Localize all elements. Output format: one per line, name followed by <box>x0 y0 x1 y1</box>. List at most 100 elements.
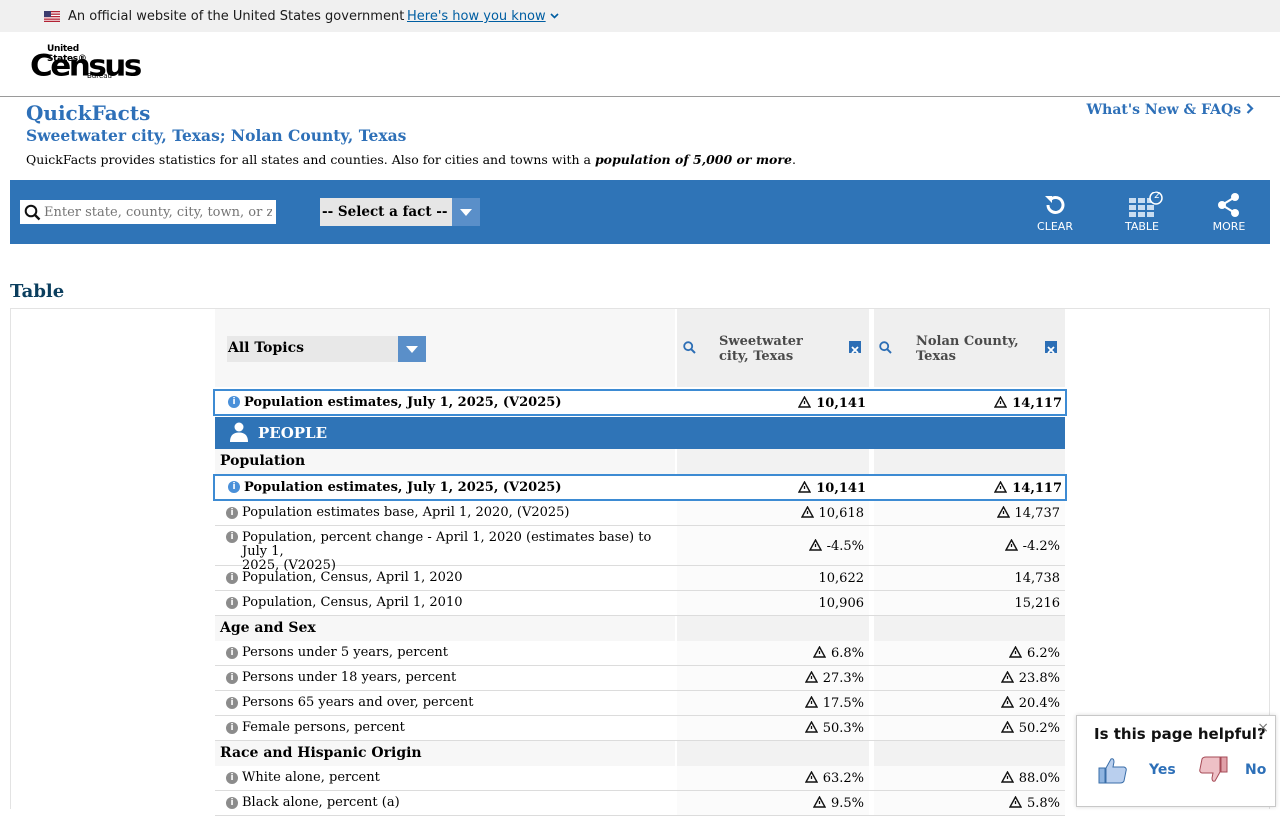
info-icon[interactable]: i <box>226 507 238 519</box>
table-grid-icon <box>1129 192 1163 217</box>
row-value-1: 10,622 <box>677 571 865 586</box>
section-subheader: Population <box>215 449 1065 474</box>
description-bold: population of 5,000 or more <box>594 152 792 167</box>
info-icon[interactable]: i <box>226 531 238 543</box>
row-value-1: 10,906 <box>677 596 865 611</box>
row-value-2: 88.0% <box>874 771 1060 786</box>
highlight-row[interactable]: i Population estimates, July 1, 2025, (V2… <box>213 474 1067 501</box>
flag-triangle-icon <box>808 539 822 551</box>
table-button[interactable]: 2 TABLE <box>1112 191 1172 236</box>
row-label: Persons 65 years and over, percent <box>242 695 474 710</box>
info-icon[interactable]: i <box>226 647 238 659</box>
search-icon <box>24 204 41 221</box>
flag-triangle-icon <box>1000 696 1014 708</box>
subheader-label: Population <box>220 453 306 469</box>
info-icon[interactable]: i <box>228 396 240 408</box>
table-row[interactable]: i Population, percent change - April 1, 2… <box>215 526 1065 573</box>
remove-column-icon[interactable] <box>849 341 861 354</box>
value-text: 5.8% <box>1026 796 1060 811</box>
value-text: -4.5% <box>826 539 864 554</box>
dropdown-arrow-icon[interactable] <box>452 198 480 226</box>
info-icon[interactable]: i <box>226 697 238 709</box>
flag-triangle-icon <box>1000 771 1014 783</box>
table-row[interactable]: i Population estimates base, April 1, 202… <box>215 501 1065 526</box>
row-value-1: 17.5% <box>677 696 864 711</box>
row-value-1: 63.2% <box>677 771 864 786</box>
thumbs-up-icon <box>1098 758 1127 784</box>
more-button[interactable]: MORE <box>1199 192 1259 236</box>
search-input[interactable] <box>44 202 272 222</box>
whats-new-link[interactable]: What's New & FAQs <box>1086 102 1254 118</box>
chevron-down-icon[interactable] <box>550 13 559 19</box>
heres-how-you-know-link[interactable]: Here's how you know <box>407 9 546 24</box>
value-text: 9.5% <box>830 796 864 811</box>
value-text: 6.8% <box>830 646 864 661</box>
row-label: Black alone, percent (a) <box>242 795 400 810</box>
info-icon[interactable]: i <box>228 481 240 493</box>
gov-banner: An official website of the United States… <box>0 0 1280 32</box>
dropdown-arrow-icon[interactable] <box>398 336 426 362</box>
column-name-line1: Sweetwater <box>719 334 803 349</box>
people-section-header[interactable]: PEOPLE <box>215 417 1065 449</box>
value-text: 10,906 <box>818 596 865 611</box>
value-text: 17.5% <box>822 696 864 711</box>
row-value-1: 9.5% <box>677 796 864 811</box>
yes-label: Yes <box>1149 762 1176 778</box>
value-text: 10,618 <box>818 506 865 521</box>
column-nolan: Nolan County, Texas <box>874 309 1065 387</box>
thumbs-down-icon <box>1199 756 1228 782</box>
census-logo[interactable]: United States® Census Bureau <box>30 44 142 84</box>
feedback-yes-button[interactable]: Yes <box>1097 756 1176 786</box>
page-subtitle: Sweetwater city, Texas; Nolan County, Te… <box>26 126 407 145</box>
info-icon[interactable]: i <box>226 772 238 784</box>
info-icon[interactable]: i <box>226 797 238 809</box>
table-row[interactable]: i Population, Census, April 1, 2010 10,906… <box>215 591 1065 616</box>
flag-triangle-icon <box>798 396 812 408</box>
value-text: 63.2% <box>822 771 864 786</box>
value-text: 14,738 <box>1014 571 1061 586</box>
remove-column-icon[interactable] <box>1045 341 1057 354</box>
flag-triangle-icon <box>804 696 818 708</box>
refresh-icon <box>1045 196 1065 214</box>
row-label: Persons under 18 years, percent <box>242 670 457 685</box>
row-value-1: 27.3% <box>677 671 864 686</box>
row-label: White alone, percent <box>242 770 380 785</box>
select-fact-label: -- Select a fact -- <box>322 204 448 220</box>
row-value-2: 14,737 <box>874 506 1060 521</box>
select-fact-dropdown[interactable]: -- Select a fact -- <box>320 198 480 226</box>
table-row[interactable]: i Persons under 5 years, percent 6.8% 6.2% <box>215 641 1065 666</box>
info-icon[interactable]: i <box>226 672 238 684</box>
topic-column: All Topics <box>215 309 675 387</box>
table-row[interactable]: i Population, Census, April 1, 2020 10,622… <box>215 566 1065 591</box>
info-icon[interactable]: i <box>226 722 238 734</box>
column-name-line1: Nolan County, <box>916 334 1019 349</box>
value-text: 6.2% <box>1026 646 1060 661</box>
feedback-no-button[interactable]: No <box>1197 756 1267 786</box>
info-icon[interactable]: i <box>226 597 238 609</box>
value-text: 50.3% <box>822 721 864 736</box>
clear-button[interactable]: CLEAR <box>1025 192 1085 236</box>
table-row[interactable]: i Persons 65 years and over, percent 17.5%… <box>215 691 1065 716</box>
flag-triangle-icon <box>804 771 818 783</box>
column-search-icon[interactable] <box>683 341 696 354</box>
logo-line2: Census <box>30 48 142 84</box>
column-search-icon[interactable] <box>879 341 892 354</box>
table-row[interactable]: i Female persons, percent 50.3% 50.2% <box>215 716 1065 741</box>
table-row[interactable]: i Black alone, percent (a) 9.5% 5.8% <box>215 791 1065 816</box>
highlight-row[interactable]: i Population estimates, July 1, 2025, (V… <box>213 389 1067 416</box>
value-text: 14,117 <box>1012 396 1062 411</box>
table-row[interactable]: i White alone, percent 63.2% 88.0% <box>215 766 1065 791</box>
row-label: Population estimates, July 1, 2025, (V20… <box>244 480 562 495</box>
all-topics-dropdown[interactable]: All Topics <box>227 336 426 362</box>
search-box[interactable] <box>20 200 276 224</box>
row-value-1: 10,618 <box>677 506 864 521</box>
column-name: Nolan County, Texas <box>916 334 1019 364</box>
us-flag-icon <box>44 11 60 22</box>
row-value-1: 10,141 <box>679 481 866 496</box>
row-value-1: 50.3% <box>677 721 864 736</box>
row-value-2: 14,117 <box>876 481 1062 496</box>
info-icon[interactable]: i <box>226 572 238 584</box>
table-row[interactable]: i Persons under 18 years, percent 27.3% 23.… <box>215 666 1065 691</box>
value-text: 20.4% <box>1018 696 1060 711</box>
close-icon[interactable]: × <box>1257 720 1269 736</box>
